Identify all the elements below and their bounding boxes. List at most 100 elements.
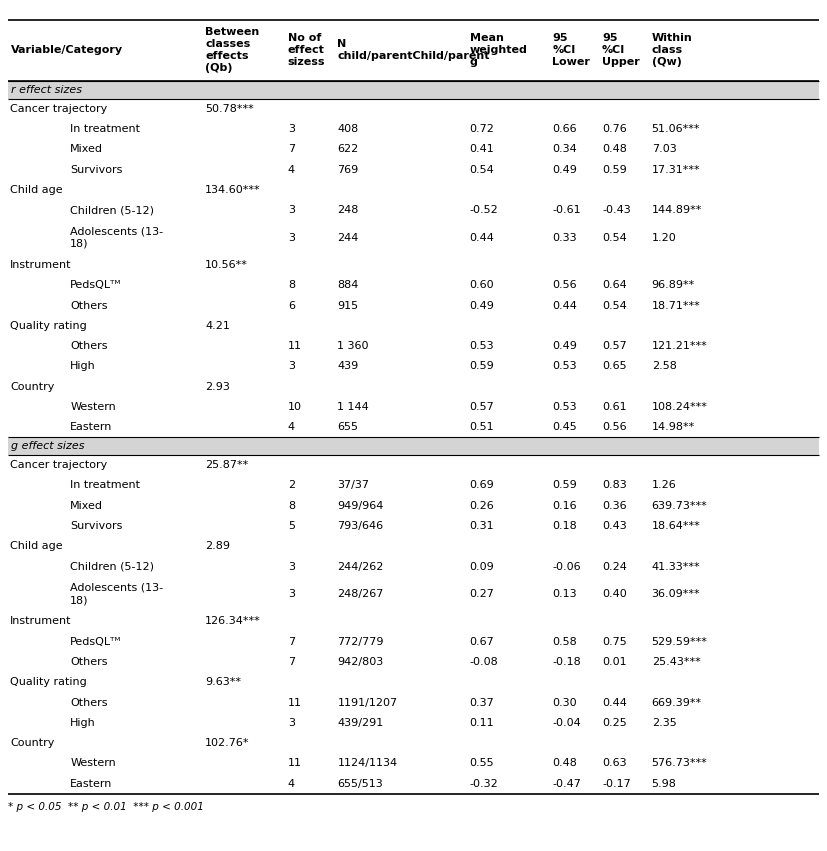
Text: 248: 248 [337,205,359,215]
Text: 4: 4 [288,422,295,432]
Text: -0.47: -0.47 [552,779,581,789]
Text: 11: 11 [288,341,302,351]
Text: 0.44: 0.44 [602,698,627,707]
Text: 793/646: 793/646 [337,521,384,531]
Text: Others: Others [70,341,108,351]
Text: 36.09***: 36.09*** [652,589,700,599]
Text: 0.33: 0.33 [552,232,577,243]
Text: In treatment: In treatment [70,124,141,134]
Text: -0.17: -0.17 [602,779,631,789]
Text: -0.32: -0.32 [470,779,499,789]
Text: 18.64***: 18.64*** [652,521,700,531]
Text: 4: 4 [288,779,295,789]
Text: Children (5-12): Children (5-12) [70,205,155,215]
Text: Country: Country [10,381,55,391]
Text: 3: 3 [288,205,294,215]
Text: 0.67: 0.67 [470,637,495,647]
Text: 248/267: 248/267 [337,589,384,599]
Text: 51.06***: 51.06*** [652,124,700,134]
Text: r effect sizes: r effect sizes [11,85,82,94]
Text: 0.72: 0.72 [470,124,495,134]
Text: 3: 3 [288,717,294,728]
Text: 0.83: 0.83 [602,481,627,490]
Text: 0.13: 0.13 [552,589,577,599]
Text: 5: 5 [288,521,294,531]
Text: 0.75: 0.75 [602,637,627,647]
Text: 95
%CI
Lower: 95 %CI Lower [552,33,590,67]
Text: 0.64: 0.64 [602,280,627,290]
Text: 0.57: 0.57 [602,341,627,351]
Text: 2.35: 2.35 [652,717,676,728]
Text: -0.43: -0.43 [602,205,631,215]
Text: 769: 769 [337,164,359,174]
Text: Mean
weighted
g: Mean weighted g [470,33,528,67]
Bar [8,437,819,455]
Text: In treatment: In treatment [70,481,141,490]
Text: PedsQLᵀᴹ: PedsQLᵀᴹ [70,637,122,647]
Text: Others: Others [70,657,108,667]
Text: 5.98: 5.98 [652,779,676,789]
Text: 0.69: 0.69 [470,481,495,490]
Text: 25.43***: 25.43*** [652,657,700,667]
Text: 0.66: 0.66 [552,124,577,134]
Text: Country: Country [10,738,55,748]
Text: 0.76: 0.76 [602,124,627,134]
Text: Others: Others [70,300,108,311]
Text: 576.73***: 576.73*** [652,758,707,768]
Text: 0.30: 0.30 [552,698,577,707]
Text: 1 360: 1 360 [337,341,369,351]
Text: Cancer trajectory: Cancer trajectory [10,460,108,471]
Text: 0.37: 0.37 [470,698,495,707]
Text: 0.55: 0.55 [470,758,495,768]
Text: 0.59: 0.59 [470,362,495,371]
Text: 96.89**: 96.89** [652,280,695,290]
Text: Eastern: Eastern [70,779,112,789]
Text: 0.45: 0.45 [552,422,577,432]
Text: 0.31: 0.31 [470,521,495,531]
Text: Instrument: Instrument [10,260,71,270]
Text: 50.78***: 50.78*** [205,104,254,114]
Text: Variable/Category: Variable/Category [11,45,123,55]
Text: 2.93: 2.93 [205,381,230,391]
Text: N
child/parentChild/parent: N child/parentChild/parent [337,39,490,61]
Text: 102.76*: 102.76* [205,738,250,748]
Text: 7: 7 [288,637,295,647]
Text: 1124/1134: 1124/1134 [337,758,398,768]
Text: 2: 2 [288,481,295,490]
Text: 0.54: 0.54 [470,164,495,174]
Text: High: High [70,717,96,728]
Text: 0.63: 0.63 [602,758,627,768]
Text: -0.18: -0.18 [552,657,581,667]
Text: 17.31***: 17.31*** [652,164,700,174]
Bar [8,81,819,99]
Text: 18.71***: 18.71*** [652,300,700,311]
Text: 7.03: 7.03 [652,145,676,154]
Text: Survivors: Survivors [70,164,122,174]
Text: 4: 4 [288,164,295,174]
Text: 0.11: 0.11 [470,717,495,728]
Text: 772/779: 772/779 [337,637,384,647]
Text: 0.54: 0.54 [602,300,627,311]
Text: Quality rating: Quality rating [10,677,87,688]
Text: 949/964: 949/964 [337,500,384,511]
Text: 134.60***: 134.60*** [205,185,261,195]
Text: 0.58: 0.58 [552,637,577,647]
Text: -0.61: -0.61 [552,205,581,215]
Text: 144.89**: 144.89** [652,205,702,215]
Text: 14.98**: 14.98** [652,422,695,432]
Text: 41.33***: 41.33*** [652,562,700,572]
Text: 0.49: 0.49 [470,300,495,311]
Text: Western: Western [70,402,116,412]
Text: Western: Western [70,758,116,768]
Text: -0.52: -0.52 [470,205,499,215]
Text: 244/262: 244/262 [337,562,384,572]
Text: 942/803: 942/803 [337,657,384,667]
Text: 126.34***: 126.34*** [205,616,261,626]
Text: 0.53: 0.53 [470,341,495,351]
Text: Child age: Child age [10,541,63,551]
Text: 8: 8 [288,500,295,511]
Text: Mixed: Mixed [70,500,103,511]
Text: 439: 439 [337,362,359,371]
Text: 0.27: 0.27 [470,589,495,599]
Text: Adolescents (13-
18): Adolescents (13- 18) [70,583,164,605]
